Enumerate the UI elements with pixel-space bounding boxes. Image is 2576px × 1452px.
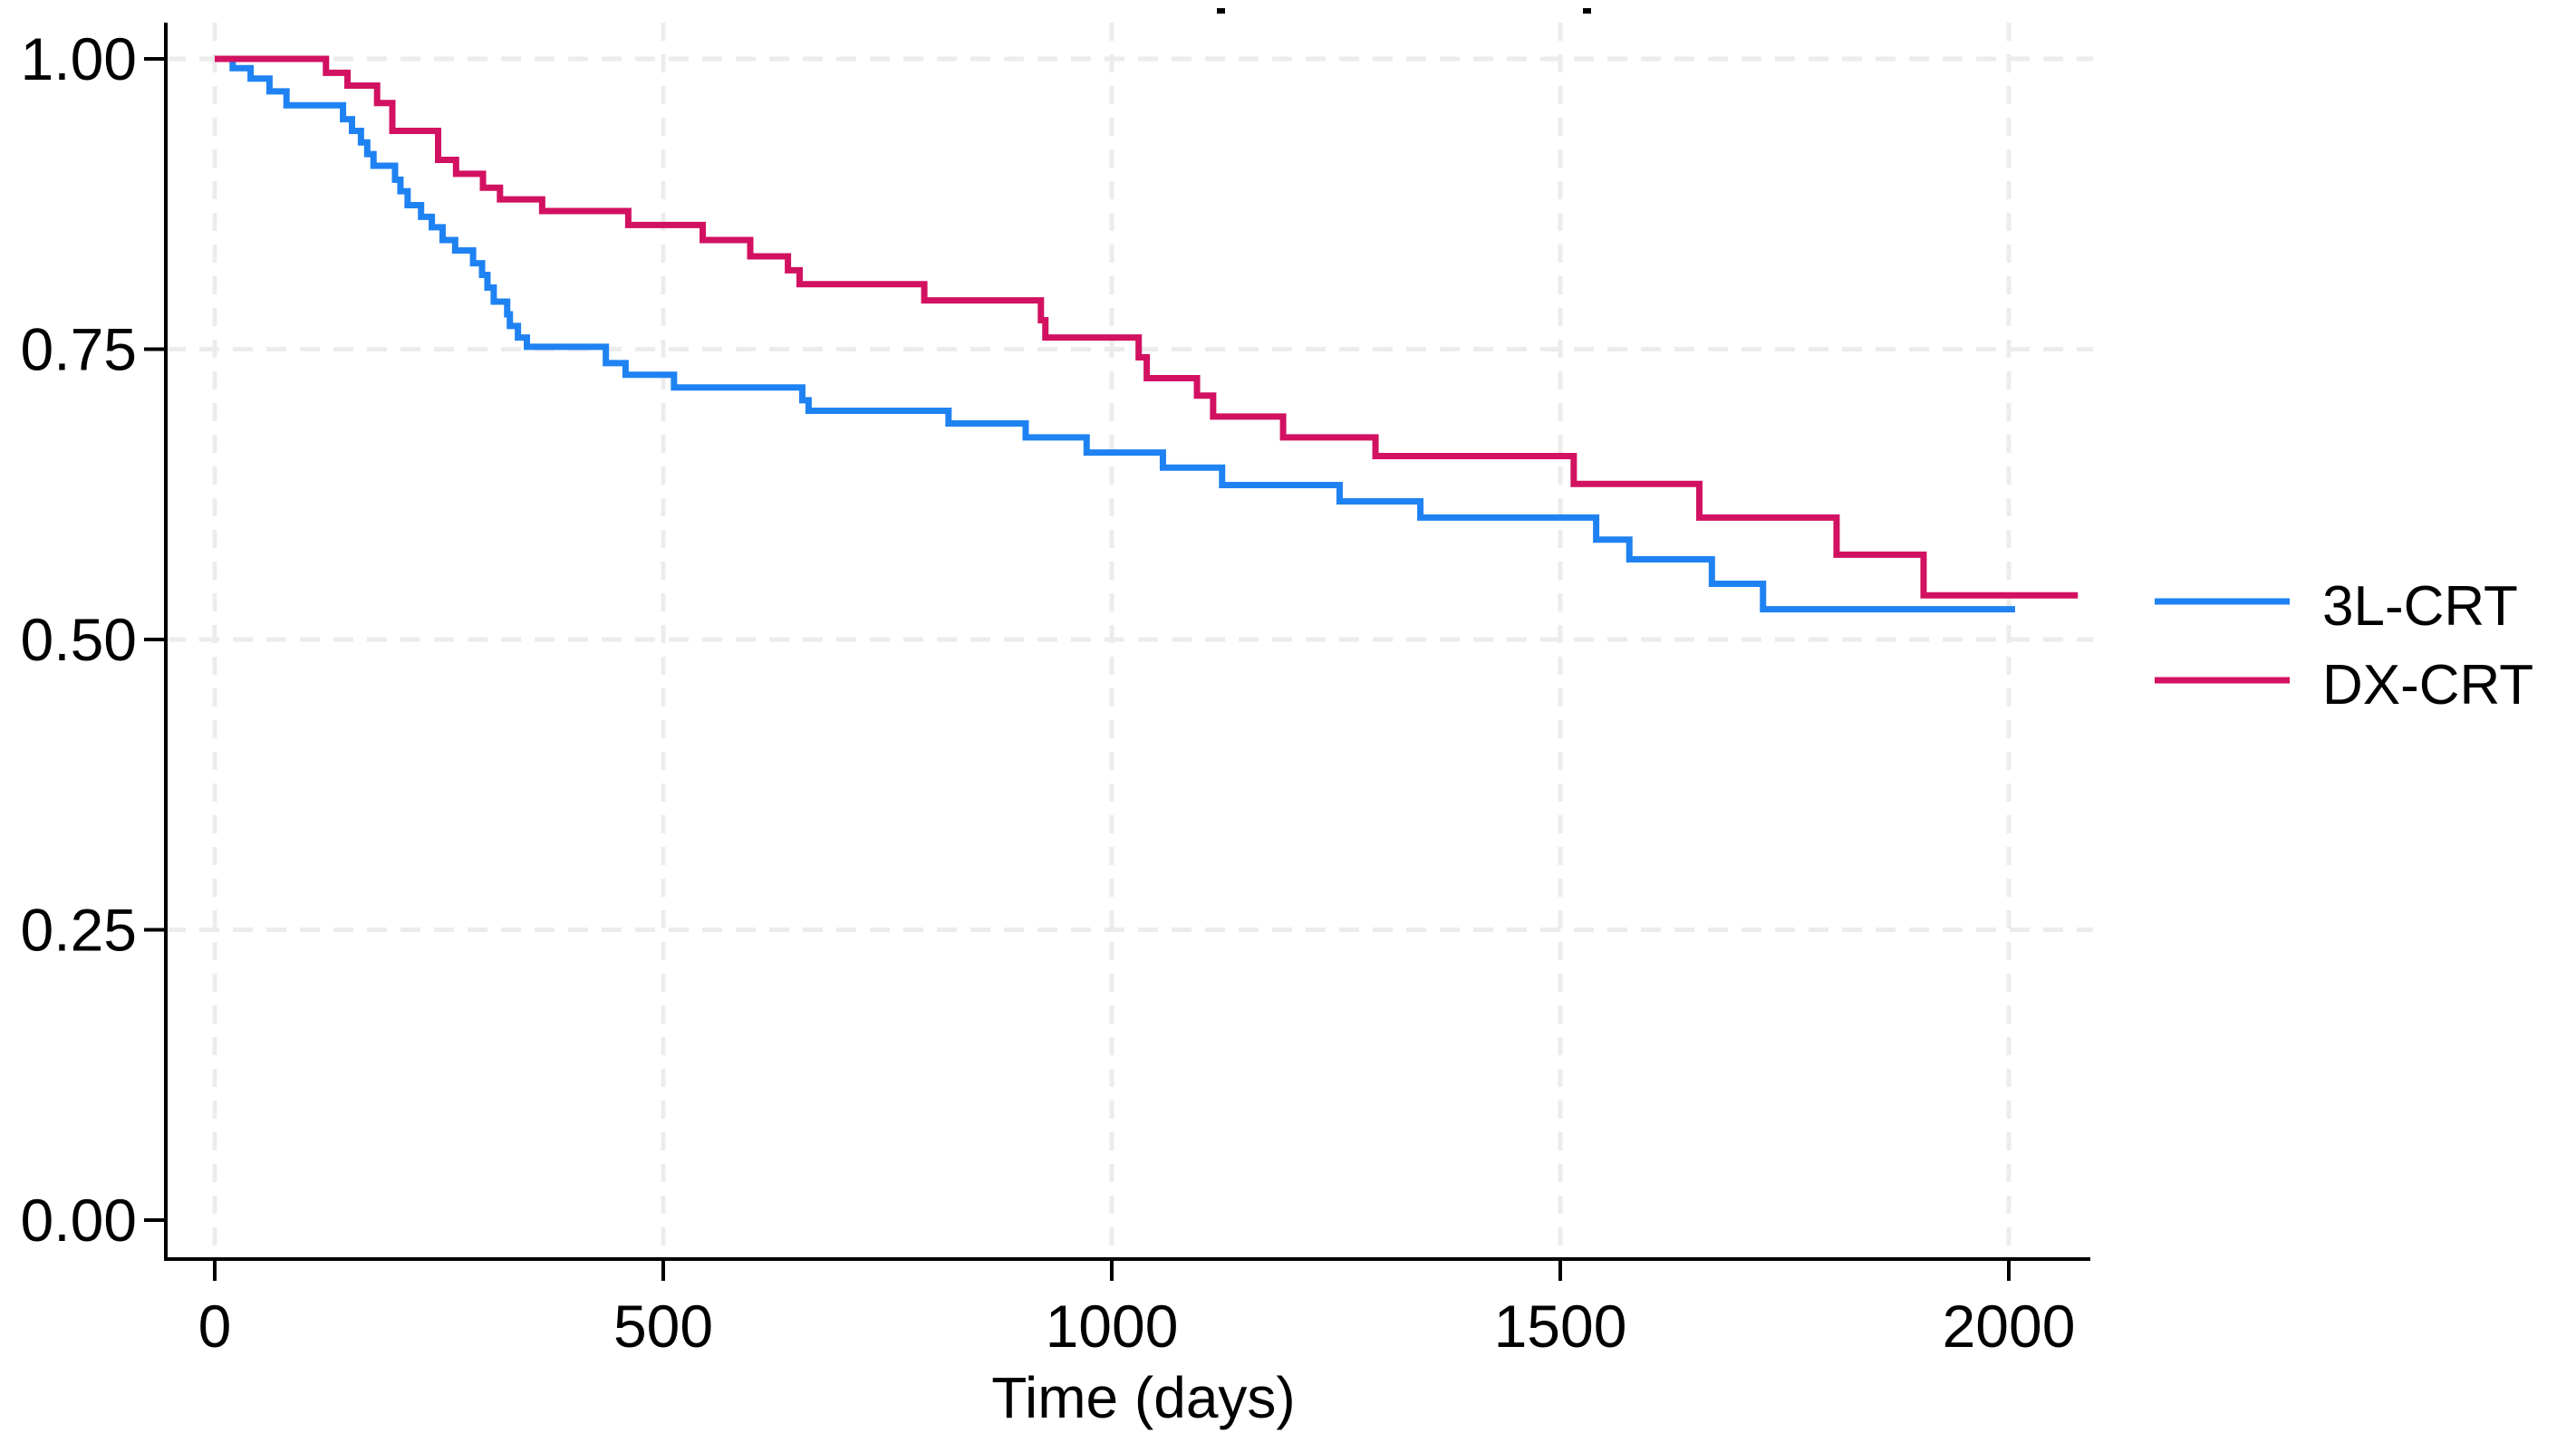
y-axis-tick-labels: 0.00 0.25 0.50 0.75 1.00	[21, 25, 137, 1254]
x-tick-label-0: 0	[198, 1293, 232, 1360]
title-crop-mark-1	[1217, 8, 1225, 14]
x-tick-label-2000: 2000	[1943, 1293, 2076, 1360]
cropped-title-artifacts	[1217, 8, 1591, 14]
y-tick-label-0.50: 0.50	[21, 606, 137, 673]
y-tick-label-1.00: 1.00	[21, 25, 137, 92]
gridlines	[166, 23, 2093, 1257]
x-axis-title: Time (days)	[991, 1365, 1295, 1430]
legend-label-DX-CRT: DX-CRT	[2322, 654, 2533, 716]
axes	[144, 23, 2090, 1281]
legend-label-3L-CRT: 3L-CRT	[2322, 575, 2518, 638]
y-tick-label-0.75: 0.75	[21, 316, 137, 383]
x-tick-label-1500: 1500	[1494, 1293, 1627, 1360]
legend-item-3L-CRT: 3L-CRT	[2155, 575, 2518, 638]
x-axis-tick-labels: 0 500 1000 1500 2000	[198, 1293, 2076, 1360]
curve-DX-CRT	[215, 55, 2079, 599]
x-tick-label-500: 500	[613, 1293, 713, 1360]
curve-3L-CRT	[215, 55, 2015, 613]
legend: 3L-CRT DX-CRT	[2155, 575, 2533, 716]
title-crop-mark-2	[1583, 8, 1591, 14]
legend-item-DX-CRT: DX-CRT	[2155, 654, 2533, 716]
survival-curves	[215, 55, 2079, 613]
y-tick-label-0.00: 0.00	[21, 1187, 137, 1254]
y-tick-label-0.25: 0.25	[21, 897, 137, 964]
x-tick-label-1000: 1000	[1046, 1293, 1179, 1360]
